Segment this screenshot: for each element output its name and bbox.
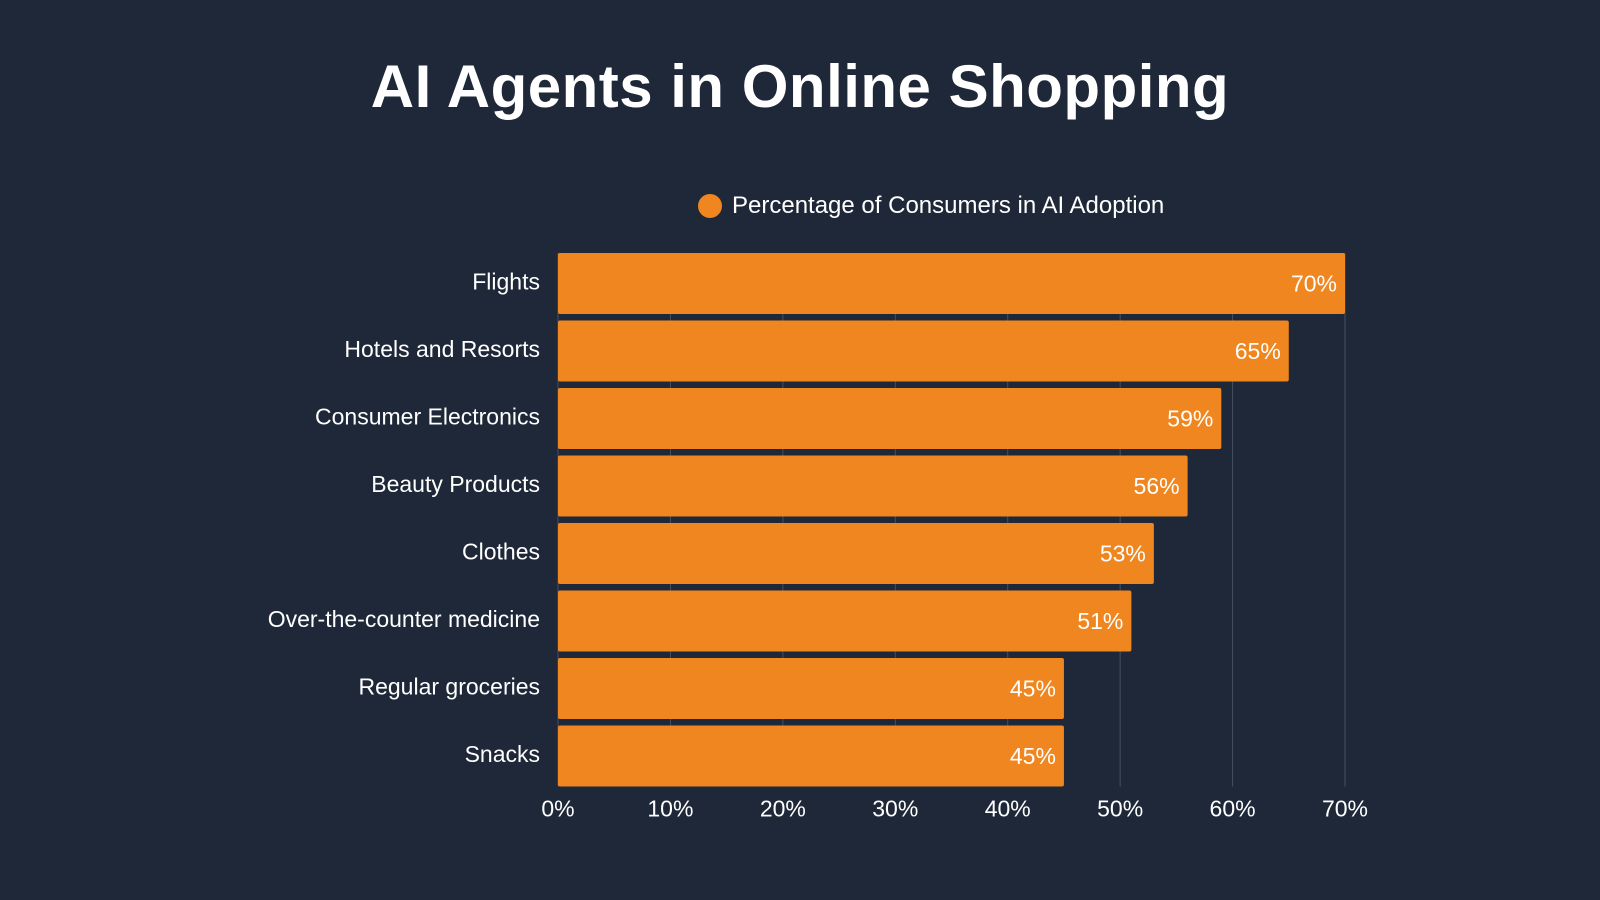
- bar: [558, 590, 1132, 652]
- bar-value-label: 59%: [1167, 406, 1213, 432]
- category-label: Over-the-counter medicine: [268, 606, 540, 632]
- legend: Percentage of Consumers in AI Adoption: [698, 192, 1164, 220]
- x-tick-label: 30%: [872, 796, 918, 822]
- bar: [558, 253, 1345, 314]
- bar-value-label: 56%: [1134, 473, 1180, 499]
- bar-value-label: 65%: [1235, 338, 1281, 364]
- category-label: Snacks: [465, 741, 540, 767]
- bar: [558, 388, 1222, 449]
- bar: [558, 455, 1188, 517]
- bar: [558, 523, 1154, 584]
- category-labels: Flights Hotels and Resorts Consumer Electr…: [268, 269, 540, 768]
- bar: [558, 725, 1064, 787]
- chart-title: AI Agents in Online Shopping: [370, 53, 1230, 120]
- category-label: Clothes: [462, 539, 540, 565]
- x-tick-label: 50%: [1097, 796, 1143, 822]
- x-tick-label: 20%: [760, 796, 806, 822]
- x-tick-label: 70%: [1322, 796, 1368, 822]
- x-tick-label: 40%: [985, 796, 1031, 822]
- x-tick-label: 60%: [1210, 796, 1256, 822]
- legend-label: Percentage of Consumers in AI Adoption: [732, 192, 1165, 219]
- bars: 70% 65% 59% 56% 53% 51% 45% 45%: [558, 253, 1345, 787]
- x-tick-label: 10%: [647, 796, 693, 822]
- bar: [558, 320, 1289, 382]
- bar-value-label: 53%: [1100, 541, 1146, 567]
- category-label: Flights: [472, 269, 540, 295]
- category-label: Hotels and Resorts: [344, 336, 540, 362]
- bar-value-label: 45%: [1010, 676, 1056, 702]
- bar-value-label: 51%: [1077, 608, 1123, 634]
- bar-value-label: 70%: [1291, 271, 1337, 297]
- bar: [558, 658, 1064, 719]
- category-label: Beauty Products: [371, 471, 540, 497]
- x-tick-label: 0%: [541, 796, 574, 822]
- category-label: Consumer Electronics: [315, 404, 540, 430]
- category-label: Regular groceries: [358, 674, 540, 700]
- x-axis-ticks: 0% 10% 20% 30% 40% 50% 60% 70%: [541, 796, 1368, 822]
- bar-value-label: 45%: [1010, 743, 1056, 769]
- legend-swatch: [698, 194, 722, 218]
